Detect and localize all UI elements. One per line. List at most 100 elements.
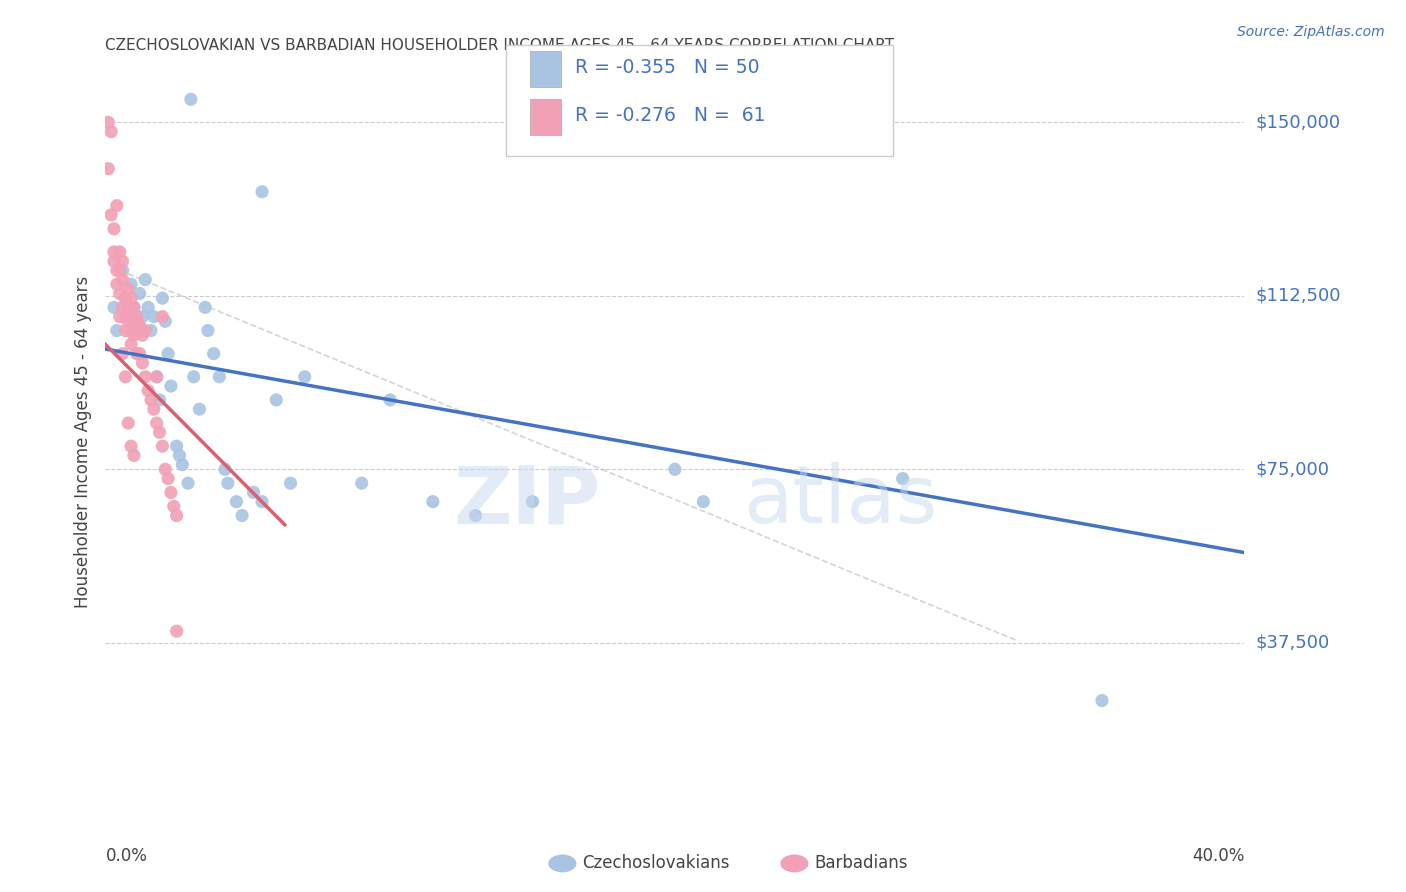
Point xyxy=(692,494,714,508)
Point xyxy=(111,301,134,315)
Point xyxy=(114,324,136,338)
Point xyxy=(180,92,202,106)
Point xyxy=(103,244,125,259)
Point xyxy=(139,392,162,407)
Point xyxy=(120,337,142,351)
Point xyxy=(280,476,302,491)
Point xyxy=(134,273,156,287)
Point xyxy=(125,314,148,328)
Point xyxy=(122,301,145,315)
Point xyxy=(172,458,194,472)
Point xyxy=(160,379,183,393)
Point xyxy=(264,392,288,407)
Point xyxy=(183,369,205,384)
Point xyxy=(122,301,145,315)
Point xyxy=(105,199,128,213)
Point xyxy=(157,471,180,485)
Point xyxy=(114,310,136,324)
Point xyxy=(117,282,139,296)
Point xyxy=(891,471,914,485)
Point xyxy=(177,476,200,491)
Point xyxy=(108,310,131,324)
Point xyxy=(378,392,402,407)
Point xyxy=(134,369,156,384)
Point xyxy=(103,301,125,315)
Point xyxy=(108,263,131,277)
Point xyxy=(120,291,142,305)
Point xyxy=(148,392,170,407)
Point xyxy=(125,324,148,338)
Point xyxy=(294,369,316,384)
Point xyxy=(111,273,134,287)
Point xyxy=(117,301,139,315)
Point xyxy=(105,324,128,338)
Text: R = -0.276   N =  61: R = -0.276 N = 61 xyxy=(575,106,765,125)
Point xyxy=(122,449,145,463)
Point xyxy=(97,161,120,176)
Point xyxy=(152,291,174,305)
Point xyxy=(1091,693,1114,707)
Point xyxy=(231,508,253,523)
Point xyxy=(194,301,217,315)
Point xyxy=(250,185,273,199)
Point xyxy=(111,346,134,360)
Text: $75,000: $75,000 xyxy=(1256,460,1330,478)
Point xyxy=(166,624,188,639)
Text: 0.0%: 0.0% xyxy=(105,847,148,864)
Point xyxy=(122,328,145,343)
Point xyxy=(111,254,134,268)
Point xyxy=(217,476,239,491)
Point xyxy=(166,508,188,523)
Point xyxy=(422,494,444,508)
Point xyxy=(522,494,544,508)
Point xyxy=(142,402,165,417)
Point xyxy=(103,254,125,268)
Point xyxy=(131,310,153,324)
Point xyxy=(214,462,236,476)
Point xyxy=(114,291,136,305)
Point xyxy=(108,286,131,301)
Point xyxy=(122,314,145,328)
Point xyxy=(148,425,170,440)
Point xyxy=(111,263,134,277)
Point xyxy=(125,310,148,324)
Point xyxy=(114,369,136,384)
Text: atlas: atlas xyxy=(744,462,938,541)
Point xyxy=(131,328,153,343)
Point xyxy=(142,310,165,324)
Text: Source: ZipAtlas.com: Source: ZipAtlas.com xyxy=(1237,25,1385,39)
Point xyxy=(120,277,142,292)
Point xyxy=(97,115,120,129)
Point xyxy=(117,310,139,324)
Text: 40.0%: 40.0% xyxy=(1192,847,1244,864)
Point xyxy=(134,324,156,338)
Text: Barbadians: Barbadians xyxy=(814,855,908,872)
Point xyxy=(136,301,159,315)
Point xyxy=(250,494,273,508)
Text: $112,500: $112,500 xyxy=(1256,287,1341,305)
Point xyxy=(163,500,186,514)
Point xyxy=(125,346,148,360)
Point xyxy=(139,324,162,338)
Point xyxy=(117,314,139,328)
Point xyxy=(128,286,150,301)
Point xyxy=(160,485,183,500)
Text: R = -0.355   N = 50: R = -0.355 N = 50 xyxy=(575,58,759,77)
Text: $150,000: $150,000 xyxy=(1256,113,1340,131)
Point xyxy=(202,346,225,360)
Point xyxy=(120,324,142,338)
Text: CZECHOSLOVAKIAN VS BARBADIAN HOUSEHOLDER INCOME AGES 45 - 64 YEARS CORRELATION C: CZECHOSLOVAKIAN VS BARBADIAN HOUSEHOLDER… xyxy=(105,38,894,54)
Point xyxy=(105,277,128,292)
Point xyxy=(152,439,174,453)
Point xyxy=(136,384,159,398)
Text: ZIP: ZIP xyxy=(454,462,600,541)
Point xyxy=(108,244,131,259)
Point xyxy=(350,476,373,491)
Point xyxy=(117,416,139,430)
Point xyxy=(100,125,122,139)
Point xyxy=(145,369,167,384)
Point xyxy=(152,310,174,324)
Point xyxy=(105,263,128,277)
Point xyxy=(208,369,231,384)
Point xyxy=(120,310,142,324)
